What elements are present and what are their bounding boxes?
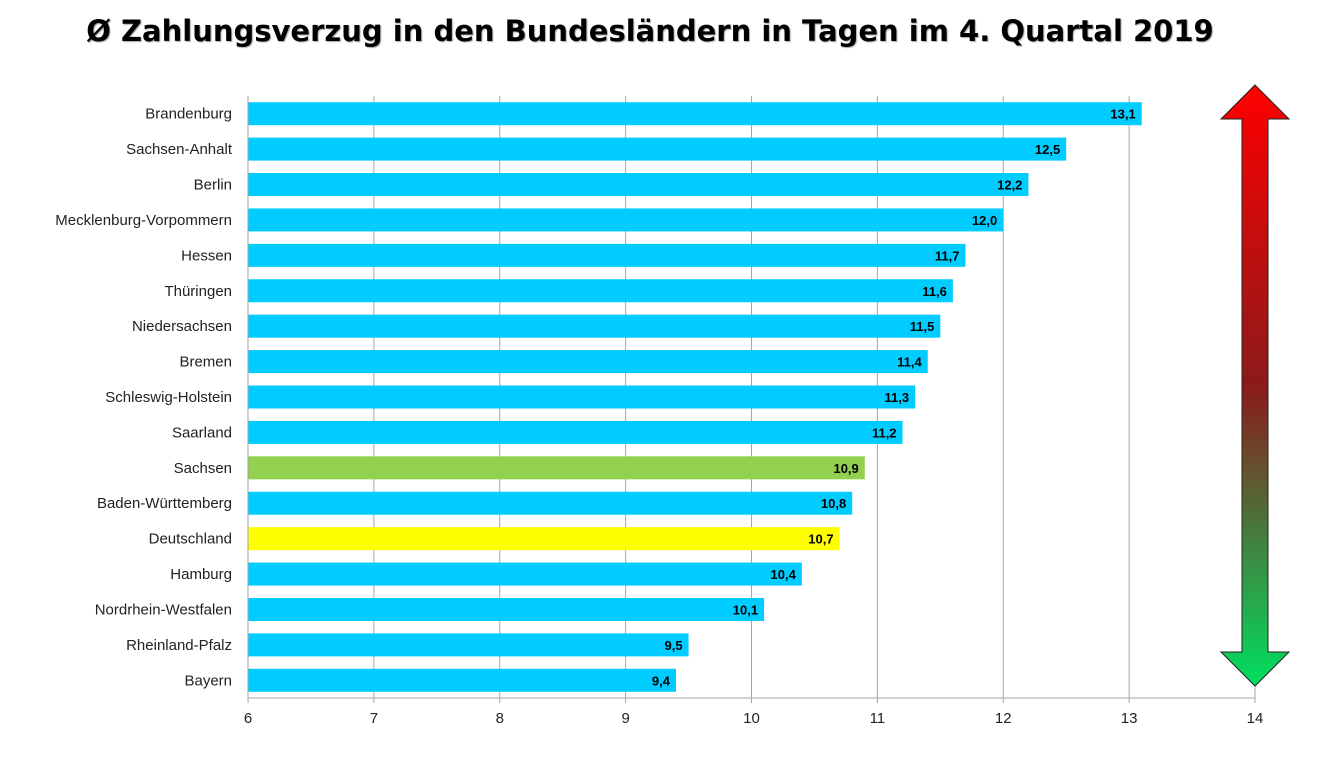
bar: [248, 314, 941, 338]
data-label: 11,7: [935, 248, 960, 263]
data-label: 10,9: [833, 461, 858, 476]
x-tick-label: 11: [870, 710, 886, 727]
bar: [248, 137, 1067, 161]
category-label: Berlin: [194, 177, 232, 194]
x-tick-label: 13: [1121, 710, 1138, 727]
bar: [248, 102, 1142, 126]
category-label: Hessen: [181, 247, 232, 264]
data-label: 12,0: [972, 213, 997, 228]
data-label: 10,8: [821, 496, 846, 511]
bar: [248, 633, 689, 657]
bar: [248, 350, 928, 374]
category-label: Deutschland: [149, 531, 232, 548]
data-label: 9,4: [652, 673, 671, 688]
x-tick-label: 14: [1247, 710, 1264, 727]
double-arrow-icon: [1219, 84, 1291, 687]
data-label: 12,5: [1035, 142, 1060, 157]
data-label: 10,1: [733, 602, 758, 617]
category-label: Niedersachsen: [132, 318, 232, 335]
data-label: 10,4: [771, 567, 797, 582]
category-label: Bayern: [184, 672, 232, 689]
bar: [248, 668, 676, 692]
bar: [248, 562, 802, 586]
x-tick-label: 12: [995, 710, 1012, 727]
category-label: Schleswig-Holstein: [105, 389, 232, 406]
x-tick-label: 6: [244, 710, 252, 727]
chart-title: Ø Zahlungsverzug in den Bundesländern in…: [86, 14, 1214, 48]
bar: [248, 527, 840, 551]
bar: [248, 491, 853, 515]
bar: [248, 173, 1029, 197]
x-tick-label: 10: [743, 710, 760, 727]
category-label: Brandenburg: [145, 106, 232, 123]
category-label: Thüringen: [164, 283, 232, 300]
bar: [248, 208, 1004, 232]
data-label: 11,3: [885, 390, 910, 405]
bar: [248, 243, 966, 267]
bar: [248, 597, 765, 621]
data-label: 13,1: [1110, 107, 1135, 122]
bar: [248, 279, 953, 303]
category-label: Mecklenburg-Vorpommern: [55, 212, 232, 229]
category-label: Nordrhein-Westfalen: [95, 601, 232, 618]
data-label: 11,6: [922, 284, 947, 299]
category-label: Sachsen-Anhalt: [126, 141, 233, 158]
category-label: Rheinland-Pfalz: [126, 637, 232, 654]
data-label: 12,2: [997, 178, 1022, 193]
x-tick-label: 8: [496, 710, 504, 727]
category-label: Saarland: [172, 424, 232, 441]
data-label: 11,5: [910, 319, 935, 334]
category-label: Bremen: [179, 354, 232, 371]
bar: [248, 385, 916, 409]
x-tick-label: 9: [621, 710, 629, 727]
category-label: Sachsen: [174, 460, 232, 477]
data-label: 10,7: [808, 532, 833, 547]
category-label: Hamburg: [170, 566, 232, 583]
x-tick-label: 7: [370, 710, 378, 727]
bar: [248, 420, 903, 444]
data-label: 11,2: [872, 425, 897, 440]
data-label: 9,5: [664, 638, 682, 653]
category-label: Baden-Württemberg: [97, 495, 232, 512]
bar: [248, 456, 865, 480]
data-label: 11,4: [897, 355, 922, 370]
